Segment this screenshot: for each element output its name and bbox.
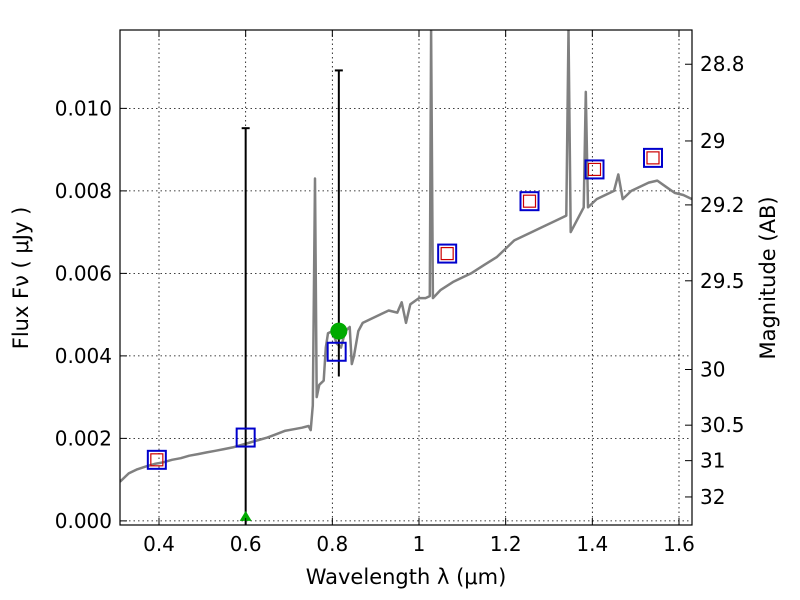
model-photometry-point bbox=[587, 162, 602, 177]
x-axis-label: Wavelength λ (μm) bbox=[306, 565, 507, 589]
observed-photometry-point bbox=[437, 243, 458, 264]
model-photometry-point bbox=[150, 453, 164, 467]
x-tick-label: 1 bbox=[413, 532, 426, 556]
y2-tick-label: 31 bbox=[700, 449, 725, 473]
y-tick-label: 0.000 bbox=[55, 509, 112, 533]
observed-photometry-point bbox=[146, 449, 167, 470]
y-axis-label: Flux Fν ( μJy ) bbox=[9, 207, 33, 350]
observed-photometry-point bbox=[584, 159, 605, 180]
y2-tick-label: 29.2 bbox=[700, 193, 745, 217]
model-photometry-point bbox=[522, 194, 537, 208]
data-area bbox=[120, 30, 692, 525]
observed-photometry-point bbox=[326, 341, 347, 362]
observed-photometry-point bbox=[235, 427, 256, 448]
x-tick-label: 0.4 bbox=[143, 532, 175, 556]
detection-marker bbox=[239, 510, 252, 521]
plot-frame bbox=[119, 29, 693, 526]
y-tick-label: 0.008 bbox=[55, 179, 112, 203]
y2-tick-label: 28.8 bbox=[700, 52, 745, 76]
y2-tick-label: 30 bbox=[700, 357, 725, 381]
detection-point bbox=[330, 322, 348, 340]
y2-tick-label: 30.5 bbox=[700, 413, 745, 437]
y-tick-label: 0.010 bbox=[55, 96, 112, 120]
x-tick-label: 1.4 bbox=[576, 532, 608, 556]
x-tick-label: 1.2 bbox=[490, 532, 522, 556]
y2-axis-label: Magnitude (AB) bbox=[756, 196, 780, 359]
observed-photometry-point bbox=[643, 147, 663, 168]
plot-layer: 0.4 0.6 0.8 1 1.2 1.4 1.6 0.000 0.002 0.004 0.006 0… bbox=[55, 29, 745, 556]
y2-tick-label: 29.5 bbox=[700, 269, 745, 293]
model-photometry-point bbox=[440, 246, 454, 261]
x-tick-label: 1.6 bbox=[663, 532, 695, 556]
model-photometry-point bbox=[646, 151, 660, 165]
y-tick-label: 0.004 bbox=[55, 344, 112, 368]
y-tick-label: 0.006 bbox=[55, 261, 112, 285]
y2-tick-label: 32 bbox=[700, 485, 725, 509]
spectrum-line bbox=[120, 30, 692, 483]
x-tick-label: 0.8 bbox=[316, 532, 348, 556]
y-tick-label: 0.002 bbox=[55, 426, 112, 450]
observed-photometry-point bbox=[519, 191, 540, 212]
x-tick-label: 0.6 bbox=[230, 532, 262, 556]
y2-tick-label: 29 bbox=[700, 129, 725, 153]
